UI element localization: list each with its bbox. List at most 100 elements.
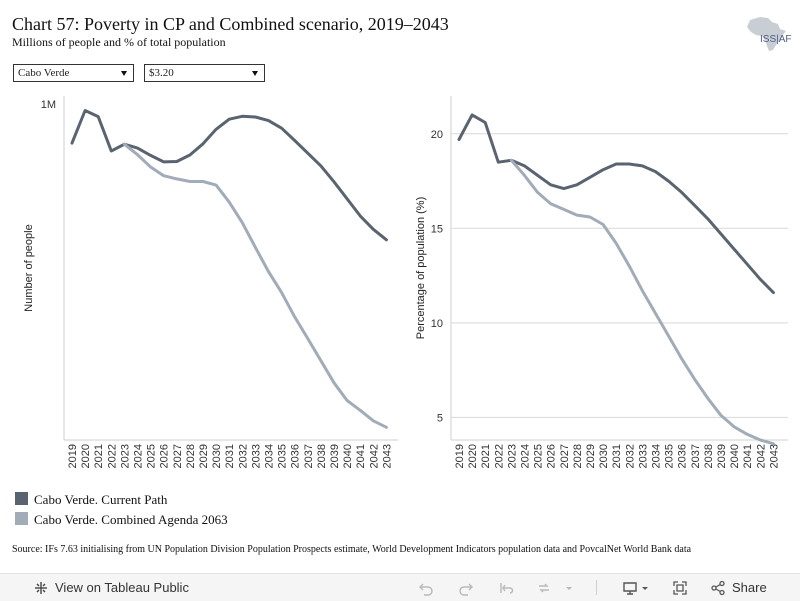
download-button[interactable]: [622, 574, 650, 601]
x-tick-label: 2019: [67, 444, 79, 468]
x-tick-label: 2024: [520, 444, 532, 468]
iss-africa-logo: ISS|AFI: [747, 17, 792, 51]
share-label: Share: [732, 580, 767, 595]
x-tick-label: 2042: [368, 444, 380, 468]
x-tick-label: 2039: [329, 444, 341, 468]
tableau-toolbar: View on Tableau Public Share: [0, 573, 800, 601]
x-tick-label: 2041: [742, 444, 754, 468]
chevron-down-icon: [252, 71, 258, 76]
x-tick-label: 2029: [198, 444, 210, 468]
view-on-tableau-public-link[interactable]: View on Tableau Public: [33, 574, 189, 601]
x-tick-label: 2022: [106, 444, 118, 468]
x-tick-label: 2027: [559, 444, 571, 468]
africa-map-icon: [747, 17, 786, 51]
series-line: [70, 109, 388, 242]
x-tick-label: 2042: [755, 444, 767, 468]
x-tick-label: 2029: [585, 444, 597, 468]
tableau-logo-icon: [35, 581, 47, 594]
x-tick-label: 2020: [467, 444, 479, 468]
fullscreen-button[interactable]: [672, 574, 688, 601]
y-axis-title: Number of people: [23, 224, 35, 311]
x-tick-label: 2023: [119, 444, 131, 468]
x-tick-label: 2033: [637, 444, 649, 468]
country-dropdown[interactable]: Cabo Verde: [13, 64, 134, 82]
x-tick-label: 2022: [493, 444, 505, 468]
x-tick-label: 2030: [211, 444, 223, 468]
series-line: [509, 158, 775, 446]
x-tick-label: 2043: [768, 444, 780, 468]
x-tick-label: 2034: [651, 444, 663, 468]
series-line: [122, 142, 388, 429]
revert-icon: [500, 582, 514, 594]
chevron-down-icon: [121, 71, 127, 76]
series-line: [457, 113, 775, 295]
x-tick-label: 2025: [533, 444, 545, 468]
x-tick-label: 2026: [159, 444, 171, 468]
source-note: Source: IFs 7.63 initialising from UN Po…: [12, 544, 692, 555]
x-tick-label: 2036: [677, 444, 689, 468]
x-tick-label: 2037: [690, 444, 702, 468]
x-tick-label: 2026: [546, 444, 558, 468]
x-tick-label: 2038: [703, 444, 715, 468]
chart-subtitle: Millions of people and % of total popula…: [12, 35, 226, 49]
revert-button[interactable]: [498, 574, 514, 601]
x-tick-label: 2039: [716, 444, 728, 468]
x-tick-label: 2040: [729, 444, 741, 468]
share-button[interactable]: Share: [710, 574, 767, 601]
undo-button[interactable]: [418, 574, 434, 601]
y-tick-label: 5: [437, 412, 443, 424]
x-tick-label: 2043: [381, 444, 393, 468]
x-tick-label: 2032: [237, 444, 249, 468]
x-tick-label: 2021: [480, 444, 492, 468]
x-tick-label: 2033: [250, 444, 262, 468]
poverty-line-dropdown[interactable]: $3.20: [144, 64, 265, 82]
x-tick-label: 2038: [316, 444, 328, 468]
logo-text: ISS|AFI: [760, 34, 792, 45]
x-tick-label: 2030: [598, 444, 610, 468]
x-tick-label: 2034: [264, 444, 276, 468]
view-on-tableau-label: View on Tableau Public: [55, 580, 189, 595]
x-tick-label: 2020: [80, 444, 92, 468]
x-tick-label: 2019: [454, 444, 466, 468]
refresh-button[interactable]: [536, 574, 552, 601]
refresh-dropdown-button[interactable]: [564, 574, 574, 601]
x-tick-label: 2024: [133, 444, 145, 468]
x-tick-label: 2040: [342, 444, 354, 468]
x-tick-label: 2041: [355, 444, 367, 468]
country-dropdown-value: Cabo Verde: [18, 67, 70, 79]
y-tick-label: 1M: [41, 99, 56, 111]
x-tick-label: 2025: [146, 444, 158, 468]
x-tick-label: 2023: [506, 444, 518, 468]
y-tick-label: 10: [431, 318, 443, 330]
refresh-icon: [539, 583, 549, 592]
y-axis-title: Percentage of population (%): [415, 197, 427, 339]
y-tick-label: 20: [431, 129, 443, 141]
redo-icon: [459, 583, 473, 596]
fullscreen-icon: [673, 580, 687, 595]
x-tick-label: 2035: [277, 444, 289, 468]
legend-label: Cabo Verde. Current Path: [34, 492, 168, 507]
x-tick-label: 2021: [93, 444, 105, 468]
y-tick-label: 15: [431, 223, 443, 235]
x-tick-label: 2037: [303, 444, 315, 468]
x-tick-label: 2031: [611, 444, 623, 468]
legend-swatch: [15, 492, 28, 505]
legend-swatch: [15, 512, 28, 525]
x-tick-label: 2028: [572, 444, 584, 468]
legend-label: Cabo Verde. Combined Agenda 2063: [34, 512, 228, 527]
x-tick-label: 2036: [290, 444, 302, 468]
x-tick-label: 2031: [224, 444, 236, 468]
download-icon: [623, 581, 637, 595]
poverty-line-dropdown-value: $3.20: [149, 67, 174, 79]
toolbar-divider: [596, 580, 597, 595]
undo-icon: [419, 583, 433, 596]
share-icon: [711, 580, 725, 595]
chevron-down-icon: [642, 586, 648, 590]
x-tick-label: 2028: [185, 444, 197, 468]
chevron-down-icon: [566, 586, 572, 590]
chart-title: Chart 57: Poverty in CP and Combined sce…: [12, 14, 449, 34]
redo-button[interactable]: [458, 574, 474, 601]
x-tick-label: 2035: [664, 444, 676, 468]
x-tick-label: 2032: [624, 444, 636, 468]
